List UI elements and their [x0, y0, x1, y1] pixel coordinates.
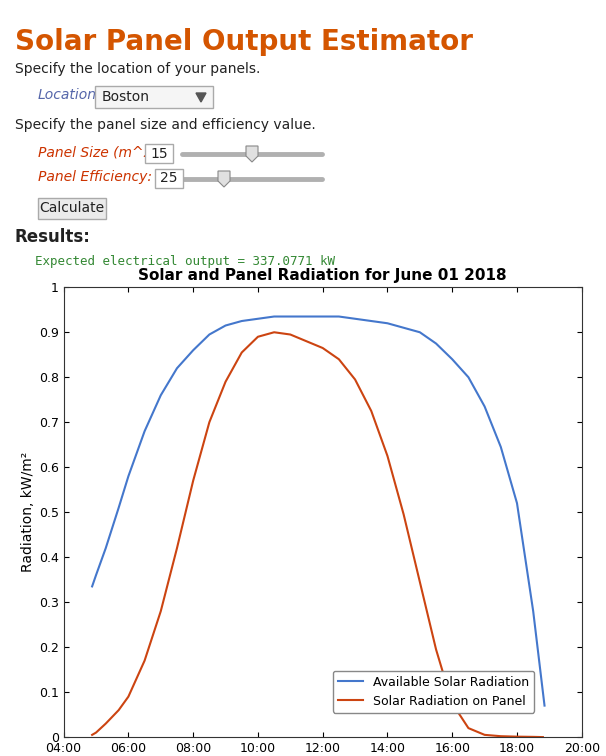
- Available Solar Radiation: [88, 582, 96, 591]
- Line: Available Solar Radiation: Available Solar Radiation: [92, 317, 545, 705]
- Polygon shape: [246, 146, 258, 162]
- Available Solar Radiation: [351, 314, 359, 324]
- Solar Radiation on Panel: [539, 733, 547, 742]
- Available Solar Radiation: [205, 330, 213, 339]
- Solar Radiation on Panel: [530, 733, 537, 742]
- Solar Radiation on Panel: [287, 330, 294, 339]
- Text: Panel Size (m^2):: Panel Size (m^2):: [38, 145, 162, 159]
- Text: 15: 15: [150, 147, 168, 160]
- Solar Radiation on Panel: [115, 705, 122, 714]
- Available Solar Radiation: [433, 339, 440, 348]
- Available Solar Radiation: [173, 364, 181, 373]
- Y-axis label: Radiation, kW/m²: Radiation, kW/m²: [21, 452, 35, 572]
- Available Solar Radiation: [368, 317, 375, 326]
- Solar Radiation on Panel: [497, 732, 504, 741]
- FancyBboxPatch shape: [155, 169, 183, 188]
- Solar Radiation on Panel: [351, 375, 359, 384]
- Solar Radiation on Panel: [319, 343, 326, 352]
- Text: Specify the location of your panels.: Specify the location of your panels.: [15, 62, 261, 76]
- Text: Results:: Results:: [15, 228, 91, 246]
- Available Solar Radiation: [513, 499, 521, 508]
- Title: Solar and Panel Radiation for June 01 2018: Solar and Panel Radiation for June 01 20…: [138, 268, 507, 284]
- Line: Solar Radiation on Panel: Solar Radiation on Panel: [92, 333, 543, 737]
- Solar Radiation on Panel: [141, 656, 148, 665]
- Available Solar Radiation: [541, 701, 548, 710]
- Available Solar Radiation: [92, 571, 99, 580]
- Available Solar Radiation: [238, 317, 245, 326]
- Available Solar Radiation: [287, 312, 294, 321]
- Solar Radiation on Panel: [416, 578, 424, 587]
- Solar Radiation on Panel: [222, 377, 229, 386]
- Solar Radiation on Panel: [238, 348, 245, 357]
- Text: Boston: Boston: [102, 90, 150, 104]
- Solar Radiation on Panel: [481, 730, 488, 739]
- Solar Radiation on Panel: [448, 699, 456, 708]
- Text: Panel Efficiency:: Panel Efficiency:: [38, 170, 152, 184]
- Available Solar Radiation: [125, 472, 132, 481]
- Polygon shape: [196, 93, 206, 102]
- Text: Solar Panel Output Estimator: Solar Panel Output Estimator: [15, 28, 473, 56]
- Available Solar Radiation: [497, 442, 504, 451]
- Available Solar Radiation: [530, 606, 537, 615]
- Solar Radiation on Panel: [173, 544, 181, 553]
- Text: Location:: Location:: [38, 88, 102, 102]
- Solar Radiation on Panel: [400, 510, 407, 519]
- FancyBboxPatch shape: [95, 86, 213, 108]
- Available Solar Radiation: [115, 503, 122, 513]
- Available Solar Radiation: [270, 312, 278, 321]
- Available Solar Radiation: [141, 426, 148, 435]
- Text: 25: 25: [160, 172, 178, 185]
- Available Solar Radiation: [255, 314, 262, 324]
- Available Solar Radiation: [448, 355, 456, 364]
- Available Solar Radiation: [303, 312, 310, 321]
- Available Solar Radiation: [157, 391, 164, 400]
- Solar Radiation on Panel: [102, 719, 109, 728]
- Solar Radiation on Panel: [157, 606, 164, 615]
- Solar Radiation on Panel: [205, 418, 213, 427]
- Solar Radiation on Panel: [255, 332, 262, 341]
- Solar Radiation on Panel: [88, 730, 96, 739]
- Available Solar Radiation: [102, 544, 109, 553]
- Available Solar Radiation: [416, 328, 424, 337]
- Solar Radiation on Panel: [125, 692, 132, 701]
- Solar Radiation on Panel: [384, 451, 391, 460]
- Solar Radiation on Panel: [513, 732, 521, 741]
- Available Solar Radiation: [465, 373, 472, 382]
- Available Solar Radiation: [400, 324, 407, 333]
- Solar Radiation on Panel: [270, 328, 278, 337]
- Available Solar Radiation: [335, 312, 342, 321]
- Available Solar Radiation: [319, 312, 326, 321]
- Legend: Available Solar Radiation, Solar Radiation on Panel: Available Solar Radiation, Solar Radiati…: [333, 671, 534, 713]
- Solar Radiation on Panel: [465, 723, 472, 733]
- Solar Radiation on Panel: [368, 407, 375, 416]
- Solar Radiation on Panel: [92, 728, 99, 737]
- Available Solar Radiation: [190, 345, 197, 355]
- FancyBboxPatch shape: [38, 198, 106, 219]
- Available Solar Radiation: [481, 402, 488, 411]
- Text: Specify the panel size and efficiency value.: Specify the panel size and efficiency va…: [15, 118, 316, 132]
- FancyBboxPatch shape: [145, 144, 173, 163]
- Polygon shape: [218, 171, 230, 187]
- Solar Radiation on Panel: [335, 355, 342, 364]
- Solar Radiation on Panel: [433, 645, 440, 654]
- Solar Radiation on Panel: [190, 476, 197, 485]
- Available Solar Radiation: [384, 319, 391, 328]
- Available Solar Radiation: [222, 321, 229, 330]
- Text: Expected electrical output = 337.0771 kW: Expected electrical output = 337.0771 kW: [35, 255, 335, 268]
- Text: Calculate: Calculate: [39, 202, 105, 215]
- Solar Radiation on Panel: [303, 336, 310, 345]
